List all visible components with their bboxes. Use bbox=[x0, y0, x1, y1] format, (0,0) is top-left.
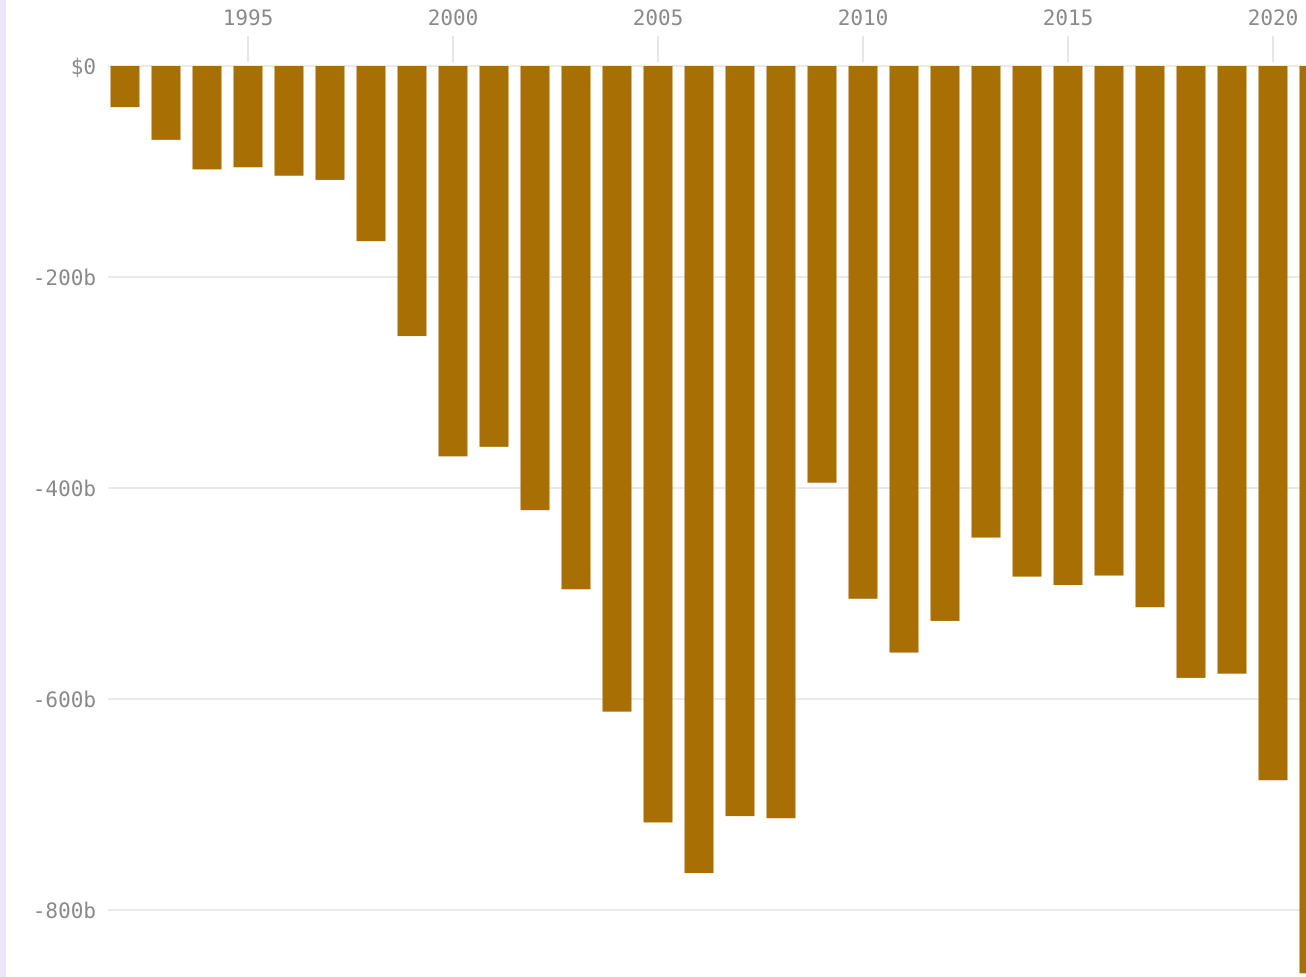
bar bbox=[356, 66, 386, 242]
bar bbox=[315, 66, 345, 180]
bar bbox=[971, 66, 1001, 538]
bar bbox=[1053, 66, 1083, 586]
bar bbox=[520, 66, 550, 511]
y-tick-label: -600b bbox=[33, 688, 96, 712]
bar bbox=[1094, 66, 1124, 576]
bar bbox=[438, 66, 468, 457]
bar bbox=[807, 66, 837, 483]
bar bbox=[725, 66, 755, 817]
x-tick-label: 2015 bbox=[1043, 6, 1094, 30]
bar bbox=[274, 66, 304, 176]
x-tick-label: 2000 bbox=[428, 6, 479, 30]
x-tick-label: 2020 bbox=[1248, 6, 1299, 30]
bar bbox=[930, 66, 960, 621]
y-tick-label: $0 bbox=[71, 55, 96, 79]
bar bbox=[1299, 66, 1306, 974]
bar-chart: $0 -200b -400b -600b -800b 1995 2000 2005 2010 20… bbox=[33, 6, 1306, 974]
x-tick-label: 2010 bbox=[838, 6, 889, 30]
bar bbox=[479, 66, 509, 447]
chart-panel: $0 -200b -400b -600b -800b 1995 2000 2005 2010 20… bbox=[6, 0, 1306, 977]
bar bbox=[110, 66, 140, 108]
bar bbox=[397, 66, 427, 337]
bar bbox=[192, 66, 222, 170]
bar bbox=[848, 66, 878, 599]
bar bbox=[1135, 66, 1165, 608]
bar bbox=[1012, 66, 1042, 577]
bar bbox=[1258, 66, 1288, 781]
bar bbox=[766, 66, 796, 819]
bar bbox=[684, 66, 714, 874]
x-tick-label: 1995 bbox=[223, 6, 274, 30]
y-tick-label: -400b bbox=[33, 477, 96, 501]
bar bbox=[561, 66, 591, 590]
bar bbox=[602, 66, 632, 712]
bar bbox=[151, 66, 181, 140]
bar bbox=[889, 66, 919, 653]
bar bbox=[1217, 66, 1247, 674]
bar bbox=[1176, 66, 1206, 678]
y-tick-label: -200b bbox=[33, 266, 96, 290]
y-tick-label: -800b bbox=[33, 899, 96, 923]
bar bbox=[233, 66, 263, 168]
x-tick-label: 2005 bbox=[633, 6, 684, 30]
bar bbox=[643, 66, 673, 823]
